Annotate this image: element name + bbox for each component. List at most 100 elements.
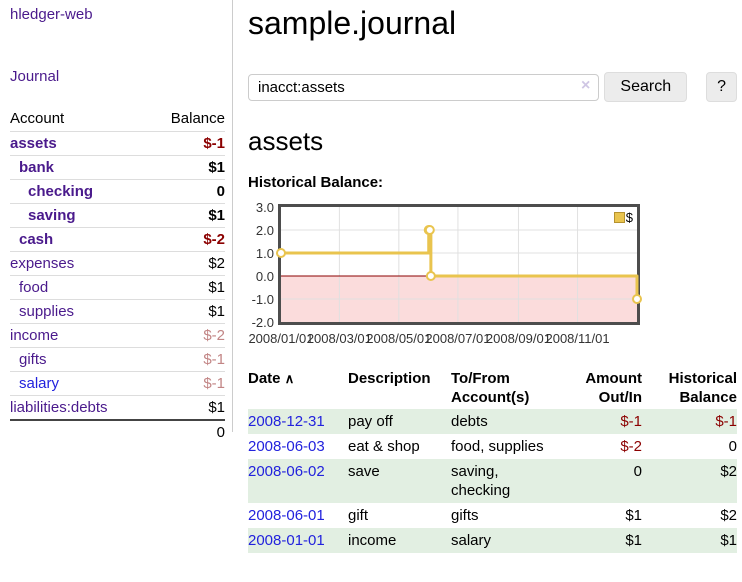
register-description-cell: eat & shop xyxy=(348,438,420,455)
y-axis-label: 2.0 xyxy=(255,223,274,238)
account-name-cell: salary xyxy=(10,371,149,396)
register-balance-cell: $2 xyxy=(720,507,737,524)
x-axis-label: 2008/01/01 xyxy=(248,331,314,346)
register-accounts-cell: salary xyxy=(451,532,492,549)
y-axis-label: 3.0 xyxy=(255,200,274,215)
account-heading: assets xyxy=(248,126,324,156)
account-row: saving $1 xyxy=(10,203,225,228)
legend-swatch-icon xyxy=(613,212,625,223)
accounts-total-row: 0 xyxy=(10,419,225,444)
account-balance: 0 xyxy=(148,179,225,204)
account-row: liabilities:debts $1 xyxy=(10,395,225,421)
sidebar-account-link[interactable]: assets xyxy=(10,135,57,152)
register-description-cell: gift xyxy=(348,507,369,524)
chart-title: Historical Balance: xyxy=(248,174,384,191)
account-name-cell: gifts xyxy=(10,347,149,372)
register-balance-cell: $2 xyxy=(720,463,737,480)
main-content: sample.journal × Search ? assets Histori… xyxy=(248,0,737,553)
register-header-row: Date ∧ Description To/From Account(s) Am… xyxy=(248,367,737,409)
app-title: hledger-web xyxy=(10,6,225,23)
x-axis-label: 2008/07/01 xyxy=(425,331,491,346)
y-axis-label: 1.0 xyxy=(255,246,274,261)
balance-chart: 3.0 2.0 1.0 0.0 -1.0 -2.0 $ 2008/01/01 2008/03… xyxy=(248,200,737,347)
account-row: food $1 xyxy=(10,275,225,300)
sidebar-account-link[interactable]: saving xyxy=(28,207,76,224)
sidebar-account-link[interactable]: cash xyxy=(19,231,54,248)
sidebar-item-journal[interactable]: Journal xyxy=(10,68,60,85)
chart-x-axis: 2008/01/01 2008/03/01 2008/05/01 2008/07/01… xyxy=(248,331,637,347)
accounts-total-value: 0 xyxy=(148,419,225,444)
register-col-balance: Historical Balance xyxy=(668,370,737,406)
accounts-col-balance: Balance xyxy=(148,106,225,132)
register-accounts-cell: debts xyxy=(451,413,488,430)
register-amount-cell: $1 xyxy=(625,507,642,524)
account-balance: $-2 xyxy=(148,323,225,348)
clear-search-icon[interactable]: × xyxy=(581,77,591,94)
sidebar-account-link[interactable]: checking xyxy=(28,183,94,200)
account-row: cash $-2 xyxy=(10,227,225,252)
register-row: 2008-06-02 save saving, checking 0 $2 xyxy=(248,459,737,503)
transaction-date-link[interactable]: 2008-01-01 xyxy=(248,532,325,549)
register-amount-cell: $-2 xyxy=(620,438,642,455)
sidebar-account-link[interactable]: bank xyxy=(19,159,55,176)
search-button[interactable]: Search xyxy=(604,72,688,102)
accounts-header-row: Account Balance xyxy=(10,106,225,132)
accounts-total-spacer xyxy=(10,419,149,444)
account-name-cell: assets xyxy=(10,131,149,156)
x-axis-label: 2008/09/01 xyxy=(485,331,551,346)
register-date-cell: 2008-06-02 xyxy=(248,459,348,503)
account-row: salary $-1 xyxy=(10,371,225,396)
sidebar-nav: Journal xyxy=(10,68,225,85)
register-col-date[interactable]: Date ∧ xyxy=(248,367,348,409)
account-name-cell: food xyxy=(10,275,149,300)
account-name-cell: supplies xyxy=(10,299,149,324)
register-col-amount: Amount Out/In xyxy=(585,370,642,406)
account-balance: $1 xyxy=(148,275,225,300)
account-balance: $1 xyxy=(148,203,225,228)
account-name-cell: checking xyxy=(10,179,149,204)
account-balance: $-1 xyxy=(148,131,225,156)
register-date-cell: 2008-06-01 xyxy=(248,503,348,528)
search-input[interactable] xyxy=(248,73,600,101)
account-row: assets $-1 xyxy=(10,131,225,156)
account-row: supplies $1 xyxy=(10,299,225,324)
transaction-date-link[interactable]: 2008-06-02 xyxy=(248,463,325,480)
register-row: 2008-01-01 income salary $1 $1 xyxy=(248,528,737,553)
account-balance: $-1 xyxy=(148,371,225,396)
register-row: 2008-06-03 eat & shop food, supplies $-2 0 xyxy=(248,434,737,459)
sidebar-account-link[interactable]: income xyxy=(10,327,59,344)
sidebar-account-link[interactable]: food xyxy=(19,279,49,296)
register-accounts-cell: food, supplies xyxy=(451,438,544,455)
register-balance-cell: $1 xyxy=(720,532,737,549)
register-date-cell: 2008-01-01 xyxy=(248,528,348,553)
account-balance: $2 xyxy=(148,251,225,276)
account-row: checking 0 xyxy=(10,179,225,204)
transaction-date-link[interactable]: 2008-06-03 xyxy=(248,438,325,455)
account-balance: $-1 xyxy=(148,347,225,372)
account-balance: $1 xyxy=(148,395,225,421)
legend-label: $ xyxy=(625,210,633,225)
transaction-date-link[interactable]: 2008-06-01 xyxy=(248,507,325,524)
register-description-cell: save xyxy=(348,463,380,480)
chart-y-axis: 3.0 2.0 1.0 0.0 -1.0 -2.0 xyxy=(248,200,274,330)
help-button[interactable]: ? xyxy=(706,72,737,102)
account-name-cell: saving xyxy=(10,203,149,228)
sidebar-account-link[interactable]: gifts xyxy=(19,351,47,368)
sidebar-account-link[interactable]: liabilities:debts xyxy=(10,399,108,416)
sidebar-account-link[interactable]: supplies xyxy=(19,303,75,320)
account-name-cell: liabilities:debts xyxy=(10,395,149,421)
register-accounts-cell: gifts xyxy=(451,507,479,524)
chart-plot-area[interactable]: $ xyxy=(276,204,642,325)
sidebar: hledger-web Journal Account Balance asse… xyxy=(0,0,233,444)
register-description-cell: income xyxy=(348,532,397,549)
transaction-date-link[interactable]: 2008-12-31 xyxy=(248,413,325,430)
sidebar-account-link[interactable]: salary xyxy=(19,375,60,392)
page-title: sample.journal xyxy=(248,5,457,41)
register-date-cell: 2008-12-31 xyxy=(248,409,348,434)
app-title-link[interactable]: hledger-web xyxy=(10,6,93,23)
y-axis-label: -1.0 xyxy=(251,292,274,307)
sidebar-account-link[interactable]: expenses xyxy=(10,255,75,272)
account-balance: $1 xyxy=(148,155,225,180)
accounts-col-account: Account xyxy=(10,106,149,132)
register-col-date-label: Date xyxy=(248,370,281,387)
